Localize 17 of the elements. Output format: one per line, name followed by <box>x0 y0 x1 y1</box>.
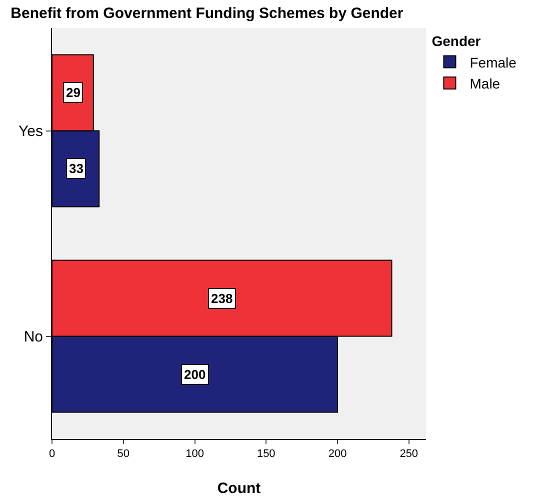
chart-title: Benefit from Government Funding Schemes by Gender <box>10 4 404 22</box>
x-tick-label: 50 <box>117 448 130 460</box>
data-label: 238 <box>211 291 233 306</box>
x-axis-title: Count <box>217 480 261 497</box>
legend-title: Gender <box>432 33 482 50</box>
data-label: 29 <box>66 85 80 100</box>
x-tick-label: 250 <box>400 448 418 460</box>
x-tick-label: 100 <box>186 448 204 460</box>
y-tick-label: No <box>24 328 43 346</box>
data-label: 33 <box>69 161 84 176</box>
x-tick-label: 200 <box>328 448 347 460</box>
x-tick-label: 150 <box>256 448 276 460</box>
y-tick-label: Yes <box>18 123 43 140</box>
legend-label: Female <box>470 54 517 70</box>
x-tick-label: 0 <box>48 448 56 460</box>
legend-label: Male <box>470 75 500 92</box>
data-label: 200 <box>184 367 206 382</box>
